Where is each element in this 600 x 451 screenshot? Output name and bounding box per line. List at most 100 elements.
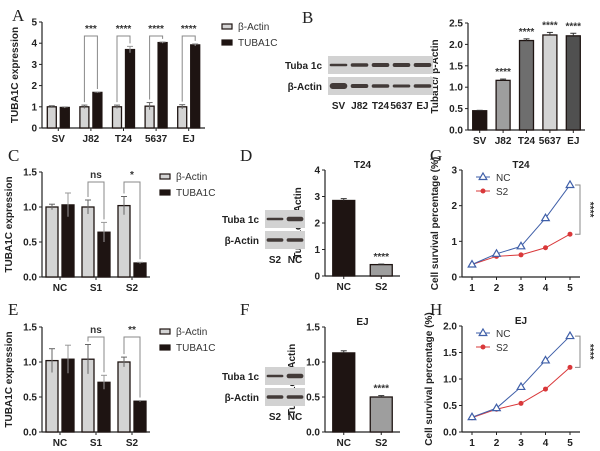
blot-lane-label: NC <box>288 412 302 423</box>
data-point-nc <box>516 381 526 391</box>
y-tick-label: 0.5 <box>23 238 37 249</box>
data-point-nc <box>565 330 575 340</box>
bar-actin <box>45 206 59 278</box>
legend-swatch-tuba1c <box>159 189 171 196</box>
y-tick-label: 2 <box>451 201 457 212</box>
bar-actin <box>117 361 131 433</box>
x-tick-label: T24 <box>115 134 133 145</box>
blot-row-label: Tuba 1c <box>285 61 322 72</box>
data-point-nc <box>467 411 477 421</box>
data-point-s2 <box>543 386 548 392</box>
y-tick-label: 0.5 <box>449 104 463 115</box>
bar <box>369 396 393 433</box>
y-tick-label: 4 <box>31 39 37 50</box>
x-tick-label: NC <box>337 438 351 449</box>
x-tick-label: S1 <box>90 438 103 449</box>
bar <box>518 39 535 131</box>
x-tick-label: 4 <box>543 438 549 449</box>
data-point-nc <box>516 241 526 250</box>
legend-label: β-Actin <box>238 22 269 33</box>
y-tick-label: 2.0 <box>449 40 463 51</box>
bar <box>369 263 393 277</box>
blot-row-label: β-Actin <box>288 82 322 93</box>
western-blot-b: Tuba 1c β-Actin SV J82 T24 5637 EJ <box>285 56 433 112</box>
y-tick-label: 3 <box>31 60 37 71</box>
x-tick-label: SV <box>52 134 66 145</box>
blot-lane-label: SV <box>332 101 346 112</box>
data-point-s2 <box>518 252 524 258</box>
significance-label: **** <box>519 27 535 38</box>
y-tick-label: 0 <box>451 273 457 284</box>
significance-label: ns <box>90 325 102 336</box>
bar-actin <box>177 106 188 129</box>
blot-strip <box>265 231 305 249</box>
blot-band <box>286 395 304 399</box>
data-point-s2 <box>567 231 573 237</box>
blot-strip <box>265 210 305 228</box>
bar <box>495 79 511 131</box>
x-tick-label: SV <box>473 136 487 147</box>
y-tick-label: 1.5 <box>443 348 457 359</box>
y-tick-label: 0.0 <box>23 428 37 439</box>
y-tick-label: 1.0 <box>23 358 37 369</box>
y-axis-label: TUBA1C expression <box>4 176 15 272</box>
x-tick-label: S2 <box>375 282 388 293</box>
y-tick-label: 2.0 <box>443 322 457 333</box>
blot-band <box>413 63 432 67</box>
significance-bracket <box>87 336 105 373</box>
data-point-s2 <box>518 400 524 406</box>
significance-label: **** <box>566 21 582 32</box>
bar-tuba1c <box>97 381 111 433</box>
significance-label: *** <box>85 24 97 35</box>
legend-marker-triangle <box>478 327 488 337</box>
legend-swatch-tuba1c <box>159 344 171 351</box>
data-point-nc <box>540 212 551 222</box>
x-tick-label: S2 <box>126 283 139 294</box>
blot-strip <box>265 388 305 406</box>
chart-title: EJ <box>356 317 368 328</box>
blot-lane-label: S2 <box>269 412 282 423</box>
x-tick-label: J82 <box>495 136 512 147</box>
y-tick-label: 1.5 <box>449 61 463 72</box>
y-tick-label: 0.0 <box>449 126 463 137</box>
legend-swatch-actin <box>159 173 171 180</box>
significance-label: ns <box>90 170 102 181</box>
blot-band <box>371 63 390 67</box>
y-tick-label: 0.5 <box>23 393 37 404</box>
x-tick-label: 5 <box>567 438 573 449</box>
significance-label: **** <box>148 24 164 35</box>
blot-band <box>371 84 390 88</box>
y-tick-label: 1.0 <box>443 375 457 386</box>
blot-band <box>286 373 304 379</box>
bar <box>472 110 488 131</box>
y-tick-label: 2 <box>314 219 320 230</box>
y-tick-label: 1.0 <box>449 83 463 94</box>
significance-bracket <box>116 35 131 103</box>
significance-label: ** <box>128 325 136 336</box>
blot-band <box>350 63 369 67</box>
bar <box>332 352 356 433</box>
significance-label: **** <box>584 344 595 360</box>
y-tick-label: 1.5 <box>23 168 37 179</box>
blot-band <box>266 217 284 221</box>
data-point-nc <box>491 248 502 257</box>
legend-label: NC <box>496 329 510 340</box>
bar-actin <box>81 206 95 278</box>
panel-label-d: D <box>240 146 253 165</box>
significance-bracket <box>149 35 164 100</box>
chart-a: 0 1 2 3 4 5 TUBA1C expression SV J82 *** T24 **** 56… <box>10 18 277 146</box>
x-tick-label: 1 <box>469 283 475 294</box>
chart-title: T24 <box>354 160 372 171</box>
significance-label: **** <box>584 202 595 218</box>
significance-bracket <box>87 181 105 220</box>
x-tick-label: S1 <box>90 283 103 294</box>
x-tick-label: NC <box>53 283 67 294</box>
legend-label: TUBA1C <box>176 343 215 354</box>
x-tick-label: NC <box>53 438 67 449</box>
data-point-nc <box>540 355 551 364</box>
y-axis-label: Cell survival percentage (%) <box>424 312 435 445</box>
y-axis-label: Cell survival percentage (%) <box>430 157 441 290</box>
bar <box>565 35 581 131</box>
panel-label-g: G <box>430 146 443 165</box>
